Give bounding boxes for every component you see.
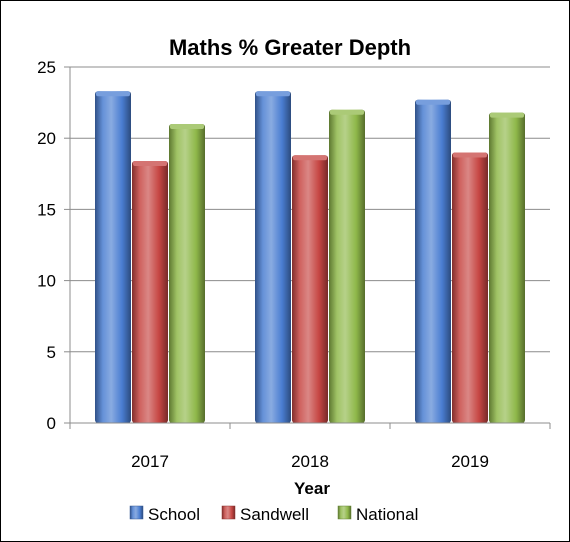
legend-swatch-sandwell bbox=[221, 505, 236, 520]
bar-sandwell-2017 bbox=[132, 160, 168, 423]
bar-national-2017 bbox=[169, 123, 205, 424]
bar-school-2017 bbox=[95, 91, 131, 423]
y-tick-label: 15 bbox=[37, 200, 56, 219]
bar-top-school-2018 bbox=[256, 91, 290, 97]
legend-swatch-national bbox=[337, 505, 352, 520]
bar-national-2019 bbox=[489, 112, 525, 424]
bar-school-2019 bbox=[415, 99, 451, 423]
chart-title: Maths % Greater Depth bbox=[169, 35, 411, 60]
x-axis-title: Year bbox=[294, 479, 330, 498]
bar-top-school-2019 bbox=[416, 99, 450, 105]
legend-label-school: School bbox=[148, 505, 200, 524]
legend-swatch-school bbox=[129, 505, 144, 520]
bar-sandwell-2019 bbox=[452, 152, 488, 423]
x-tick-label: 2017 bbox=[131, 452, 169, 471]
x-tick-label: 2019 bbox=[451, 452, 489, 471]
y-tick-label: 25 bbox=[37, 58, 56, 77]
legend: School Sandwell National bbox=[129, 505, 418, 524]
bar-top-national-2019 bbox=[490, 112, 524, 118]
y-tick-label: 0 bbox=[47, 414, 56, 433]
bar-top-national-2017 bbox=[170, 123, 204, 129]
y-tick-label: 10 bbox=[37, 272, 56, 291]
legend-label-national: National bbox=[356, 505, 418, 524]
y-tick-label: 20 bbox=[37, 129, 56, 148]
bar-school-2018 bbox=[255, 91, 291, 423]
bar-top-national-2018 bbox=[330, 109, 364, 115]
bar-top-school-2017 bbox=[96, 91, 130, 97]
bar-top-sandwell-2017 bbox=[133, 160, 167, 166]
bar-top-sandwell-2019 bbox=[453, 152, 487, 158]
bar-national-2018 bbox=[329, 109, 365, 423]
y-tick-label: 5 bbox=[47, 343, 56, 362]
x-tick-label: 2018 bbox=[291, 452, 329, 471]
x-axis: 2017 2018 2019 bbox=[69, 422, 551, 471]
bar-top-sandwell-2018 bbox=[293, 155, 327, 161]
bars bbox=[95, 91, 525, 424]
y-axis: 0 5 10 15 20 25 bbox=[37, 58, 71, 433]
legend-label-sandwell: Sandwell bbox=[240, 505, 309, 524]
bar-sandwell-2018 bbox=[292, 155, 328, 423]
